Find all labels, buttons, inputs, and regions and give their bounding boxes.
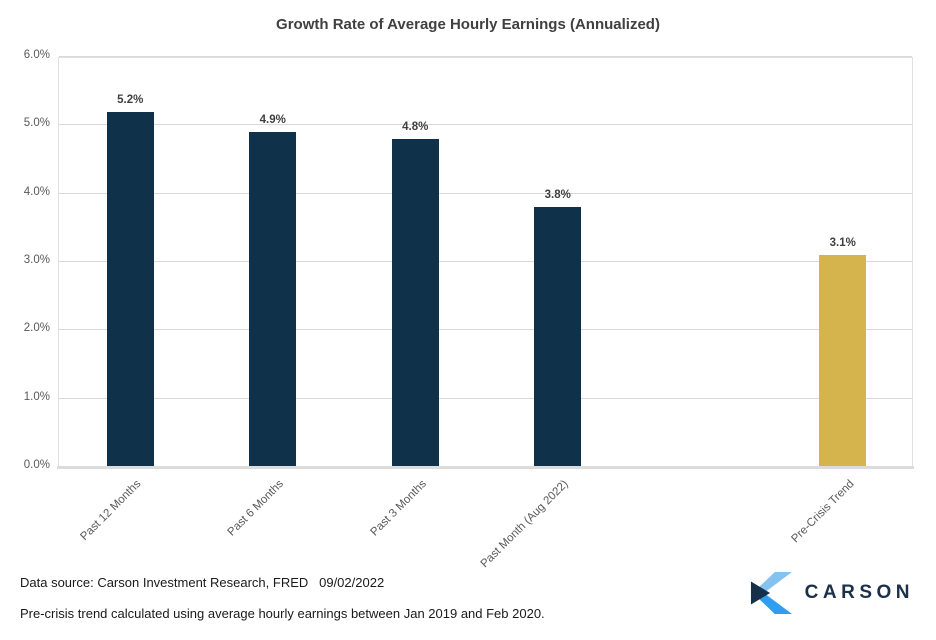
x-tick-label: Past 12 Months bbox=[78, 478, 144, 543]
y-tick-label: 6.0% bbox=[23, 49, 50, 61]
logo-lower-stroke bbox=[753, 593, 792, 614]
y-axis-labels: 0.0% 1.0% 2.0% 3.0% 4.0% 5.0% 6.0% bbox=[0, 0, 50, 640]
chart-title: Growth Rate of Average Hourly Earnings (… bbox=[276, 16, 660, 33]
gridline-5 bbox=[59, 124, 912, 126]
y-tick-label: 0.0% bbox=[23, 459, 50, 471]
x-tick-label: Past 6 Months bbox=[225, 478, 287, 539]
bar-past-6-months bbox=[249, 132, 297, 467]
y-tick-label: 1.0% bbox=[23, 390, 50, 403]
gridline-2 bbox=[59, 329, 912, 331]
carson-logo-text: CARSON bbox=[804, 582, 914, 603]
gridline-4 bbox=[59, 192, 912, 194]
methodology-note: Pre-crisis trend calculated using averag… bbox=[20, 606, 545, 621]
bar-value-label: 4.9% bbox=[259, 114, 286, 127]
x-tick-label: Past Month (Aug 2022) bbox=[479, 478, 572, 571]
y-tick-label: 2.0% bbox=[23, 322, 50, 335]
carson-logo: CARSON bbox=[750, 571, 914, 615]
bar-past-3-months bbox=[391, 139, 439, 467]
logo-upper-stroke bbox=[753, 572, 792, 593]
y-tick-label: 4.0% bbox=[23, 185, 50, 198]
bar-past-12-months bbox=[106, 111, 154, 467]
x-axis-line bbox=[57, 466, 914, 469]
gridline-3 bbox=[59, 261, 912, 262]
gridline-1 bbox=[59, 397, 912, 399]
bar-past-month-aug-2022 bbox=[534, 207, 582, 467]
carson-logo-icon bbox=[750, 572, 792, 614]
bar-value-label: 5.2% bbox=[117, 93, 144, 106]
plot-area: 5.2% 4.9% 4.8% 3.8% 3.1% bbox=[58, 56, 913, 467]
bar-pre-crisis-trend bbox=[819, 255, 867, 467]
x-tick-label: Past 3 Months bbox=[368, 478, 429, 539]
x-axis-labels: Past 12 Months Past 6 Months Past 3 Months… bbox=[58, 470, 913, 578]
bar-value-label: 4.8% bbox=[402, 121, 429, 133]
logo-dark-triangle bbox=[750, 581, 770, 605]
gridline-6 bbox=[59, 56, 912, 57]
y-tick-label: 3.0% bbox=[23, 254, 50, 266]
x-tick-label: Pre-Crisis Trend bbox=[789, 478, 857, 546]
data-source-note: Data source: Carson Investment Research,… bbox=[20, 575, 385, 590]
bar-value-label: 3.8% bbox=[544, 189, 571, 202]
y-tick-label: 5.0% bbox=[23, 117, 50, 130]
bar-value-label: 3.1% bbox=[829, 237, 856, 250]
